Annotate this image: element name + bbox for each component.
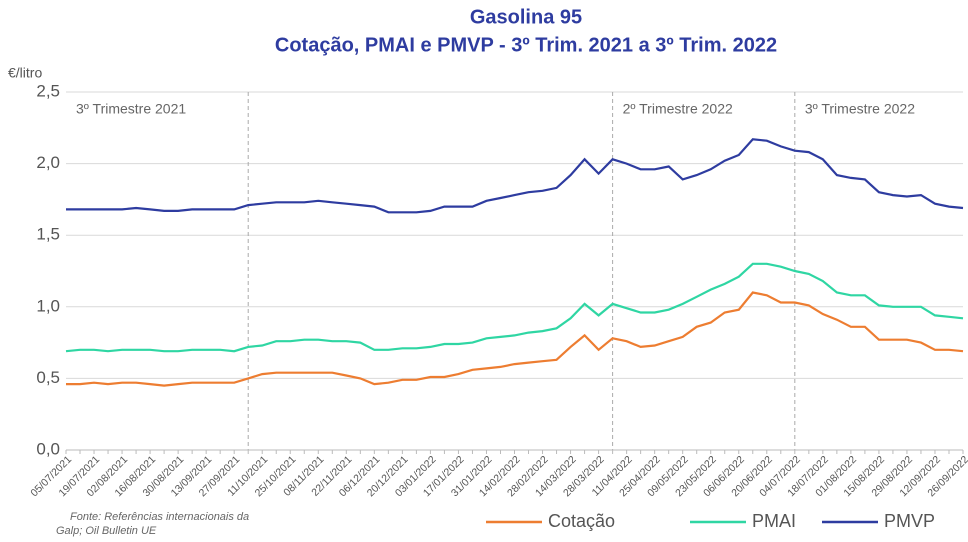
y-axis-label: €/litro bbox=[8, 65, 42, 81]
y-tick-label: 2,0 bbox=[36, 153, 60, 172]
y-tick-label: 1,5 bbox=[36, 225, 60, 244]
annotation: 3º Trimestre 2022 bbox=[805, 101, 915, 117]
series-line bbox=[66, 291, 964, 387]
series-line bbox=[66, 138, 964, 214]
annotation: 3º Trimestre 2021 bbox=[76, 101, 186, 117]
source: Galp; Oil Bulletin UE bbox=[56, 525, 157, 537]
chart-title: Gasolina 95 bbox=[470, 6, 582, 28]
annotation: 2º Trimestre 2022 bbox=[623, 101, 733, 117]
series-line bbox=[65, 262, 964, 353]
source: Fonte: Referências internacionais da bbox=[70, 511, 249, 523]
y-tick-label: 0,5 bbox=[36, 368, 60, 387]
y-tick-label: 2,5 bbox=[36, 81, 60, 100]
legend-label: PMAI bbox=[752, 511, 796, 531]
legend-label: PMVP bbox=[884, 511, 935, 531]
chart-subtitle: Cotação, PMAI e PMVP - 3º Trim. 2021 a 3… bbox=[275, 34, 777, 56]
y-tick-label: 0,0 bbox=[36, 439, 60, 458]
y-tick-label: 1,0 bbox=[36, 296, 60, 315]
legend-label: Cotação bbox=[548, 511, 615, 531]
